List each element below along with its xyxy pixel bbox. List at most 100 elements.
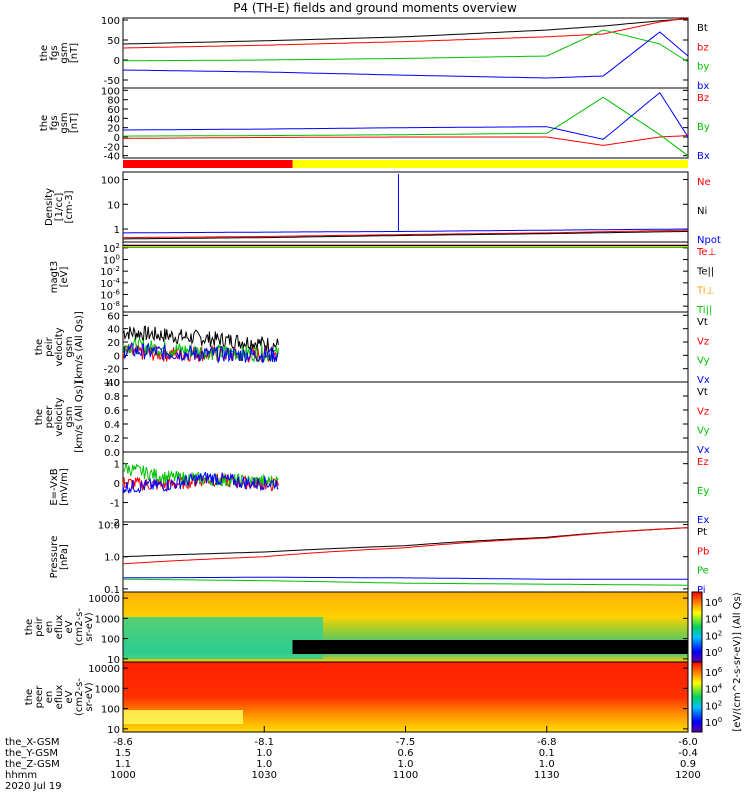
ylabel-line: E=-VxB <box>49 468 60 505</box>
legend-Vy: Vy <box>697 426 710 437</box>
series-Npot <box>123 228 689 234</box>
ytick-label: 60 <box>107 105 120 116</box>
ylabel-line: the <box>34 339 45 355</box>
colorbar-tick: 100 <box>705 716 722 729</box>
heatmap-yellow-band <box>123 710 243 724</box>
ytick-label: 1 <box>114 225 120 236</box>
ylabel-line: en <box>44 691 55 704</box>
legend-Vz: Vz <box>697 336 709 347</box>
colorbar-tick: 102 <box>705 629 722 642</box>
ytick-label: 1 <box>114 460 120 471</box>
footer-value: -7.5 <box>396 737 416 748</box>
footer-value: 1.1 <box>115 759 131 770</box>
ytick-label: 0 <box>114 351 120 362</box>
ytick-label: 100 <box>101 86 120 97</box>
indicator-segment-1 <box>292 160 688 168</box>
panel-frame-0 <box>122 17 689 89</box>
ylabel-line: peer <box>44 405 55 429</box>
ytick-label: 40 <box>107 325 120 336</box>
ylabel-line: fgs <box>49 115 60 130</box>
ylabel-line: peir <box>34 616 45 636</box>
ytick-label: 10000 <box>88 594 120 605</box>
ytick-label: 10 <box>107 725 120 736</box>
footer-value: -8.6 <box>113 737 133 748</box>
footer-row-label: the_Z-GSM <box>5 759 60 770</box>
series-bz <box>122 18 688 49</box>
series-Ex <box>122 471 279 494</box>
footer-value: 1200 <box>675 770 700 781</box>
ytick-label: 1.0 <box>104 553 120 564</box>
legend-Vx: Vx <box>697 375 710 386</box>
ytick-label: 100 <box>101 635 120 646</box>
ytick-label: 10-4 <box>100 277 120 290</box>
ytick-label: 10000 <box>88 664 120 675</box>
footer-value: 1.0 <box>398 759 414 770</box>
legend-Ey: Ey <box>697 486 709 497</box>
ytick-label: 20 <box>107 124 120 135</box>
ylabel-line: [km/s (All Qs)] <box>74 311 85 383</box>
ylabel-line: [1/cc] <box>54 193 65 222</box>
ylabel-line: Density <box>44 188 55 226</box>
footer-value: 1.0 <box>256 759 272 770</box>
ytick-label: 0.0 <box>104 448 120 459</box>
ylabel-line: velocity <box>54 397 65 436</box>
ytick-label: -20 <box>104 142 120 153</box>
legend-Ne: Ne <box>697 177 711 188</box>
colorbar-tick: 106 <box>705 666 723 679</box>
ytick-label: 10-8 <box>100 300 120 313</box>
ylabel-line: [km/s (All Qs)] <box>74 381 85 453</box>
heatmap-black-band <box>292 640 688 654</box>
ytick-label: 0.6 <box>104 406 120 417</box>
colorbar-tick: 100 <box>705 646 722 659</box>
footer-value: 1030 <box>252 770 277 781</box>
legend-Ti⊥: Ti⊥ <box>696 286 714 297</box>
series-Vt <box>122 325 279 353</box>
panel-frame-7 <box>122 451 689 523</box>
legend-Te⊥: Te⊥ <box>696 247 716 258</box>
legend-Vt: Vt <box>697 317 708 328</box>
ytick-label: -1 <box>110 499 120 510</box>
ytick-label: -40 <box>104 152 120 163</box>
footer-row-label: the_Y-GSM <box>5 748 58 759</box>
series-Ez <box>122 473 279 492</box>
footer-value: 0.6 <box>398 748 414 759</box>
ylabel-line: the <box>24 619 35 635</box>
series-bx <box>122 31 689 79</box>
ylabel-line: Pressure <box>49 536 60 579</box>
ylabel-line: sr-eV) <box>84 682 95 711</box>
series-Pi <box>122 576 688 580</box>
ylabel-line: gsm <box>59 112 70 133</box>
footer-value: -0.4 <box>678 748 698 759</box>
colorbar-label: [eV/(cm^2-s-sr-eV)] (All Qs) <box>732 592 743 731</box>
ytick-label: 100 <box>101 175 120 186</box>
legend-Ez: Ez <box>697 457 709 468</box>
ytick-label: 80 <box>107 96 120 107</box>
footer-value: 1.5 <box>115 748 131 759</box>
ytick-label: 1000 <box>95 614 120 625</box>
legend-Pb: Pb <box>697 546 709 557</box>
footer-row-label: the_X-GSM <box>5 737 59 748</box>
footer-value: 1.0 <box>539 759 555 770</box>
ytick-label: 0 <box>114 133 120 144</box>
ylabel-line: eflux <box>54 685 65 710</box>
ytick-label: -40 <box>104 378 120 389</box>
ylabel-line: eV <box>64 620 75 633</box>
legend-bx: bx <box>697 81 709 92</box>
series-Bt <box>122 18 689 45</box>
colorbar-tick: 104 <box>705 613 723 626</box>
colorbar-tick: 102 <box>705 699 722 712</box>
ylabel-line: magt3 <box>49 261 60 294</box>
ytick-label: 1.0 <box>104 378 120 389</box>
ytick-label: 40 <box>107 114 120 125</box>
ylabel-line: the <box>39 115 50 131</box>
footer-value: -6.8 <box>537 737 557 748</box>
legend-Bt: Bt <box>697 23 708 34</box>
ytick-label: 50 <box>107 36 120 47</box>
footer-value: 1000 <box>110 770 135 781</box>
ylabel-line: velocity <box>54 327 65 366</box>
colorbar-1 <box>691 661 703 733</box>
series-Bx <box>123 91 689 140</box>
series-Pb <box>122 527 689 565</box>
colorbar-0 <box>691 591 703 663</box>
